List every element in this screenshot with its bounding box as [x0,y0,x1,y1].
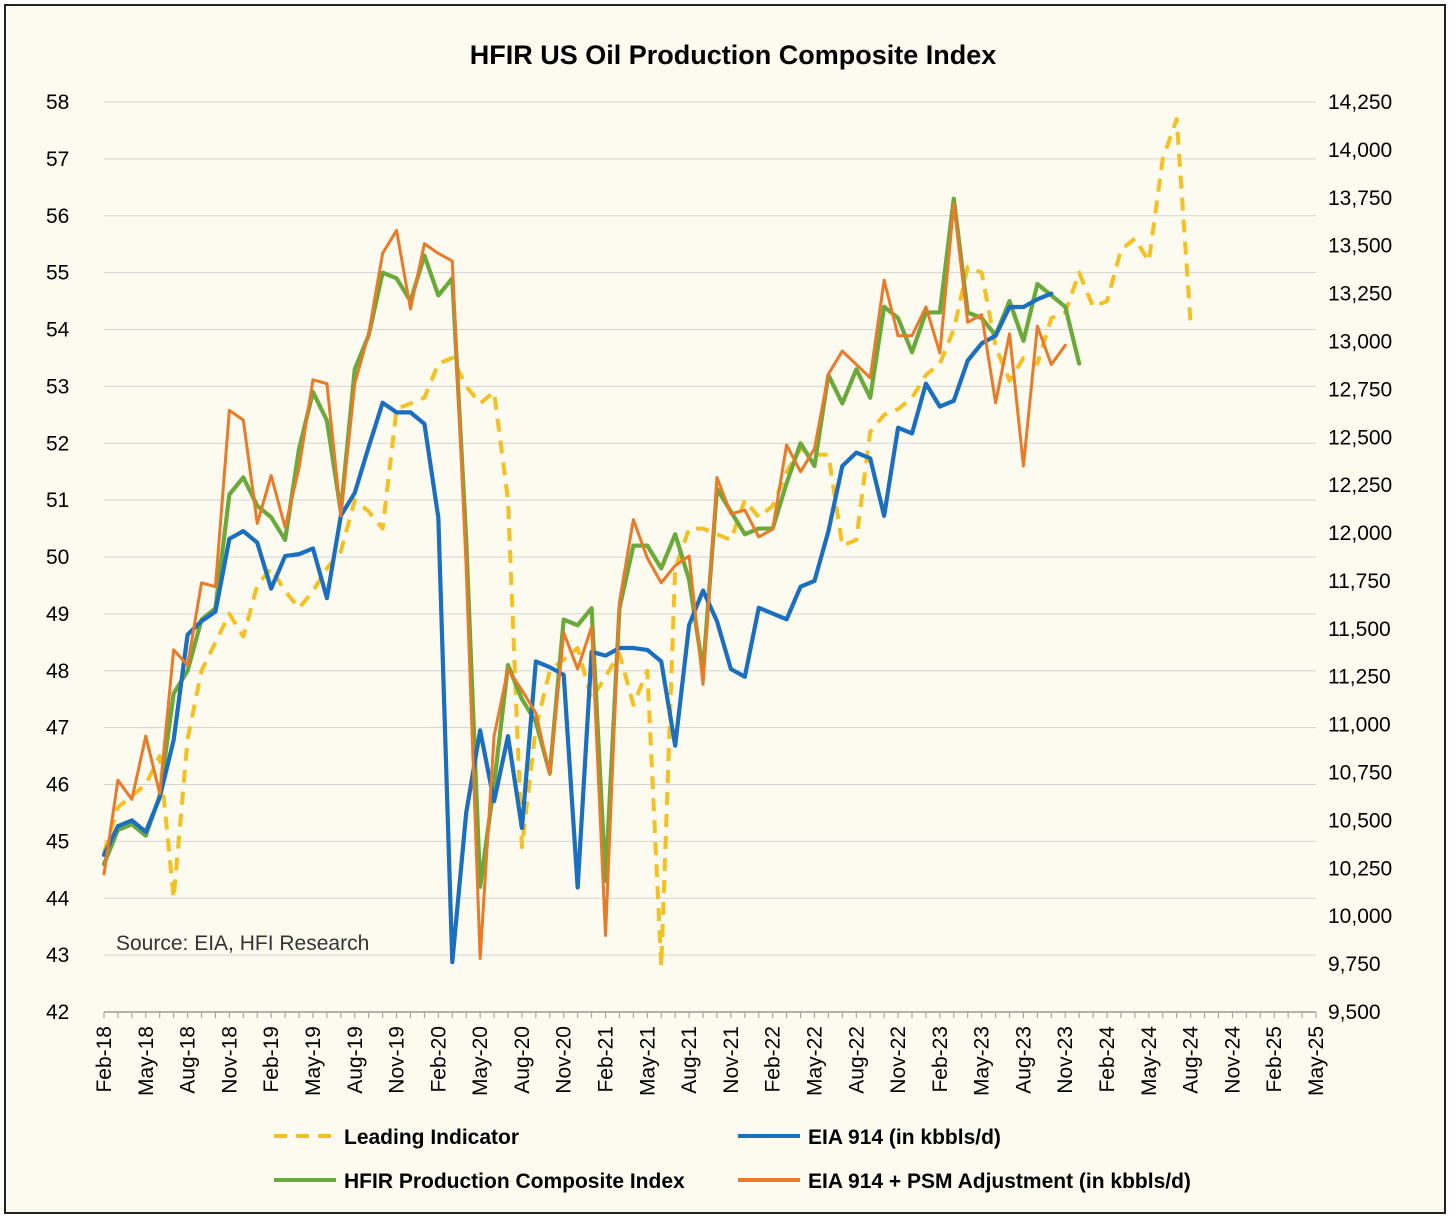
x-tick-label: Feb-18 [93,1026,116,1093]
right-tick-label: 14,000 [1328,139,1392,162]
x-tick-label: May-18 [135,1026,158,1096]
legend-label-hfir-production-composite-index: HFIR Production Composite Index [344,1170,685,1193]
right-tick-label: 11,500 [1328,618,1391,641]
right-tick-label: 13,750 [1328,187,1392,210]
left-tick-label: 49 [46,603,69,626]
left-tick-label: 53 [46,375,69,398]
left-tick-label: 50 [46,546,69,569]
right-tick-label: 12,500 [1328,426,1392,449]
x-tick-label: May-20 [469,1026,492,1096]
x-tick-label: Aug-19 [344,1026,367,1094]
right-tick-label: 13,000 [1328,330,1392,353]
x-tick-label: Nov-18 [218,1026,241,1094]
x-tick-label: Aug-23 [1012,1026,1035,1094]
x-tick-label: Nov-19 [386,1026,409,1094]
left-tick-label: 57 [46,148,69,171]
x-tick-label: Aug-22 [845,1026,868,1094]
chart-title: HFIR US Oil Production Composite Index [470,40,997,70]
chart-svg: HFIR US Oil Production Composite Index 4… [46,40,1392,1193]
x-tick-label: Feb-21 [595,1026,618,1093]
x-tick-label: Feb-24 [1096,1026,1119,1093]
right-tick-label: 9,750 [1328,953,1381,976]
left-tick-label: 56 [46,205,69,228]
left-tick-label: 48 [46,660,69,683]
series-layer [101,117,1193,969]
x-tick-label: Nov-20 [553,1026,576,1094]
x-tick-label: Aug-20 [511,1026,534,1094]
x-tick-label: May-25 [1305,1026,1328,1096]
x-tick-label: Feb-20 [427,1026,450,1093]
x-tick-label: Feb-25 [1263,1026,1286,1093]
right-tick-label: 12,750 [1328,378,1392,401]
x-tick-label: May-19 [302,1026,325,1096]
x-tick-label: Feb-23 [929,1026,952,1093]
right-tick-label: 11,250 [1328,666,1391,689]
series-line-leading-indicator [102,117,1193,969]
chart-frame: HFIR US Oil Production Composite Index 4… [4,4,1446,1214]
x-tick-label: Aug-21 [678,1026,701,1094]
left-tick-label: 54 [46,319,70,342]
right-y-axis: 9,500 9,750 10,000 10,250 10,500 10,750 11,000… [1328,91,1392,1024]
legend: Leading Indicator EIA 914 (in kbbls/d) HFI… [274,1126,1191,1193]
right-tick-label: 10,500 [1328,809,1392,832]
x-tick-label: Feb-19 [260,1026,283,1093]
x-axis: Feb-18 May-18 Aug-18 Nov-18 Feb-19 May-19 Aug-… [93,1011,1328,1096]
right-tick-label: 10,750 [1328,762,1392,785]
left-tick-label: 58 [46,91,69,114]
legend-label-eia-914-psm-adjustment-in-kbbls-d: EIA 914 + PSM Adjustment (in kbbls/d) [808,1170,1191,1193]
left-tick-label: 44 [46,887,70,910]
right-tick-label: 10,250 [1328,857,1392,880]
right-tick-label: 13,500 [1328,235,1392,258]
x-tick-label: Nov-21 [720,1026,743,1094]
x-tick-label: May-23 [971,1026,994,1096]
left-tick-label: 52 [46,432,69,455]
left-y-axis: 42 43 44 45 46 47 48 49 50 51 52 53 54 55 56 57 58 [46,91,70,1024]
grid [104,101,1316,1013]
right-tick-label: 12,250 [1328,474,1392,497]
legend-label-leading-indicator: Leading Indicator [344,1126,519,1149]
series-line-eia-914-psm-adjustment-in-kbbls-d [102,202,1067,960]
right-tick-label: 13,250 [1328,283,1392,306]
left-tick-label: 43 [46,944,69,967]
right-tick-label: 14,250 [1328,91,1392,114]
left-tick-label: 46 [46,774,69,797]
x-tick-label: Aug-24 [1180,1026,1203,1094]
x-tick-label: Aug-18 [177,1026,200,1094]
x-tick-label: Nov-24 [1221,1026,1244,1094]
left-tick-label: 45 [46,830,69,853]
x-tick-label: May-21 [636,1026,659,1096]
legend-label-eia-914-in-kbbls-d: EIA 914 (in kbbls/d) [808,1126,1001,1149]
right-tick-label: 12,000 [1328,522,1392,545]
x-tick-label: Nov-22 [887,1026,910,1094]
right-tick-label: 9,500 [1328,1001,1381,1024]
source-note: Source: EIA, HFI Research [116,932,369,955]
left-tick-label: 55 [46,262,69,285]
x-tick-label: Feb-22 [762,1026,785,1093]
x-tick-label: May-24 [1138,1026,1161,1096]
right-tick-label: 11,000 [1328,714,1391,737]
left-tick-label: 51 [46,489,69,512]
right-tick-label: 10,000 [1328,905,1392,928]
right-tick-label: 11,750 [1328,570,1391,593]
series-line-eia-914-in-kbbls-d [101,291,1054,965]
left-tick-label: 47 [46,717,69,740]
x-tick-label: May-22 [803,1026,826,1096]
x-tick-label: Nov-23 [1054,1026,1077,1094]
series-line-hfir-production-composite-index [101,196,1082,889]
left-tick-label: 42 [46,1001,69,1024]
